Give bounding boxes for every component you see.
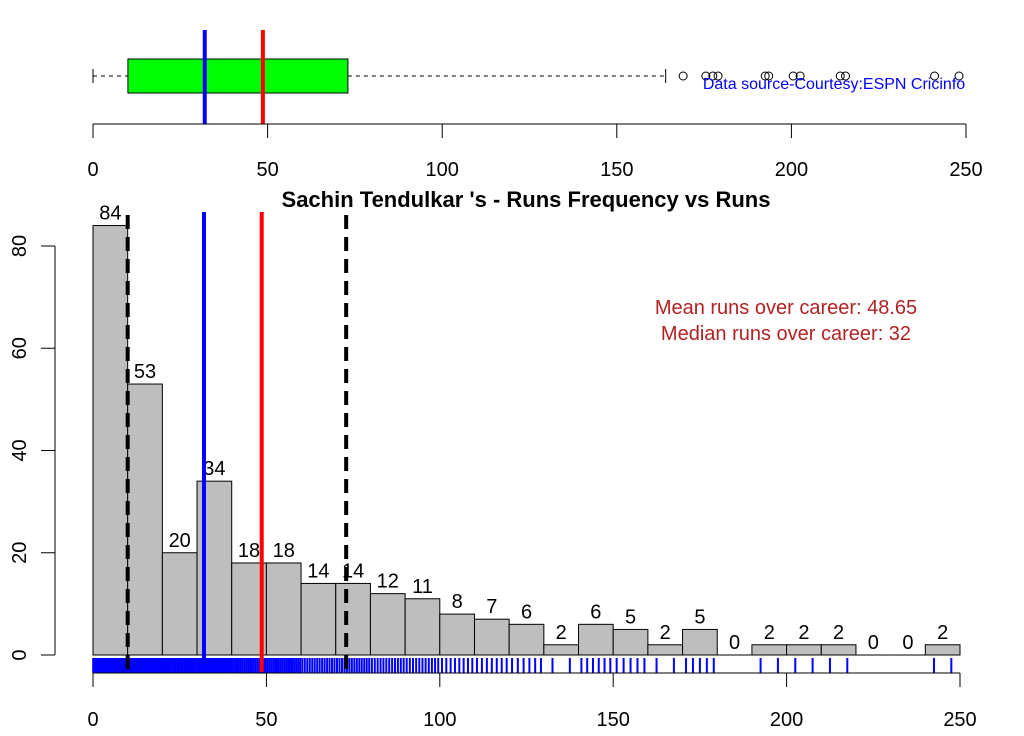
histogram-bar — [439, 613, 475, 656]
median-annotation: Median runs over career: 32 — [661, 323, 911, 345]
x-tick-label: 200 — [775, 159, 808, 181]
bar-data-label: 0 — [868, 632, 879, 654]
bar-data-label: 34 — [203, 458, 225, 480]
histogram-bar — [265, 562, 302, 656]
bar-data-label: 53 — [134, 361, 156, 383]
x-tick-label: 250 — [949, 159, 982, 181]
histogram-bar — [92, 225, 129, 656]
x-tick-label: 100 — [423, 709, 456, 731]
bar-data-label: 14 — [307, 560, 329, 582]
bar-data-label: 2 — [833, 622, 844, 644]
histogram-bar — [786, 644, 822, 656]
bar-data-label: 2 — [660, 622, 671, 644]
x-tick-label: 250 — [943, 709, 976, 731]
bar-data-label: 6 — [590, 601, 601, 623]
y-tick-label: 40 — [9, 439, 31, 461]
histogram-bar — [924, 644, 961, 656]
histogram-bar — [404, 598, 441, 656]
bar-data-label: 7 — [486, 596, 497, 618]
bar-data-label: 2 — [556, 622, 567, 644]
bar-data-label: 2 — [937, 622, 948, 644]
bar-data-label: 2 — [764, 622, 775, 644]
y-tick-label: 60 — [9, 337, 31, 359]
histogram-bar — [127, 383, 163, 656]
histogram-bar — [508, 623, 545, 656]
bar-data-label: 8 — [452, 591, 463, 613]
outlier-point — [954, 71, 964, 81]
bar-data-label: 6 — [521, 601, 532, 623]
bar-data-label: 18 — [273, 540, 295, 562]
histogram-bar — [473, 618, 510, 656]
histogram-bar — [161, 552, 198, 656]
outlier-point — [708, 71, 718, 81]
bar-data-label: 84 — [99, 203, 121, 225]
histogram-bar — [543, 644, 580, 656]
histogram-bar — [335, 582, 371, 656]
x-tick-label: 0 — [87, 709, 98, 731]
bar-data-label: 0 — [902, 632, 913, 654]
histogram-bar — [820, 644, 857, 656]
outlier-point — [764, 71, 774, 81]
mean-annotation: Mean runs over career: 48.65 — [655, 297, 917, 319]
histogram-bar — [682, 628, 718, 656]
x-tick-label: 150 — [597, 709, 630, 731]
x-tick-label: 50 — [255, 709, 277, 731]
outlier-point — [678, 71, 688, 81]
chart-title: Sachin Tendulkar 's - Runs Frequency vs … — [282, 187, 771, 212]
x-tick-label: 50 — [256, 159, 278, 181]
histogram-bar — [300, 582, 337, 656]
histogram-bar — [578, 623, 614, 656]
outlier-point — [795, 71, 805, 81]
bar-data-label: 0 — [729, 632, 740, 654]
outlier-point — [701, 71, 711, 81]
bar-data-label: 12 — [377, 571, 399, 593]
outlier-point — [760, 71, 770, 81]
x-tick-label: 0 — [87, 159, 98, 181]
y-tick-label: 20 — [9, 542, 31, 564]
histogram-bar — [369, 593, 406, 656]
outlier-point — [713, 71, 723, 81]
data-source-annotation: Data source-Courtesy:ESPN Cricinfo — [703, 76, 965, 93]
outlier-point — [930, 71, 940, 81]
y-tick-label: 0 — [9, 649, 31, 660]
bar-data-label: 5 — [694, 606, 705, 628]
x-tick-label: 100 — [426, 159, 459, 181]
boxplot-panel: 0 50 100 150 200 250 — [87, 30, 983, 181]
bar-data-label: 11 — [412, 576, 433, 598]
histogram-bar — [647, 644, 684, 656]
bar-data-label: 18 — [238, 540, 260, 562]
bar-data-label: 2 — [798, 622, 809, 644]
histogram-bar — [751, 644, 788, 656]
bar-data-label: 5 — [625, 606, 636, 628]
y-tick-label: 80 — [9, 235, 31, 257]
x-tick-label: 200 — [770, 709, 803, 731]
outlier-point — [788, 71, 798, 81]
outlier-point — [835, 71, 845, 81]
x-tick-label: 150 — [600, 159, 633, 181]
bar-data-label: 20 — [169, 530, 191, 552]
histogram-bar — [612, 628, 649, 656]
outlier-point — [841, 71, 851, 81]
box — [127, 58, 349, 94]
